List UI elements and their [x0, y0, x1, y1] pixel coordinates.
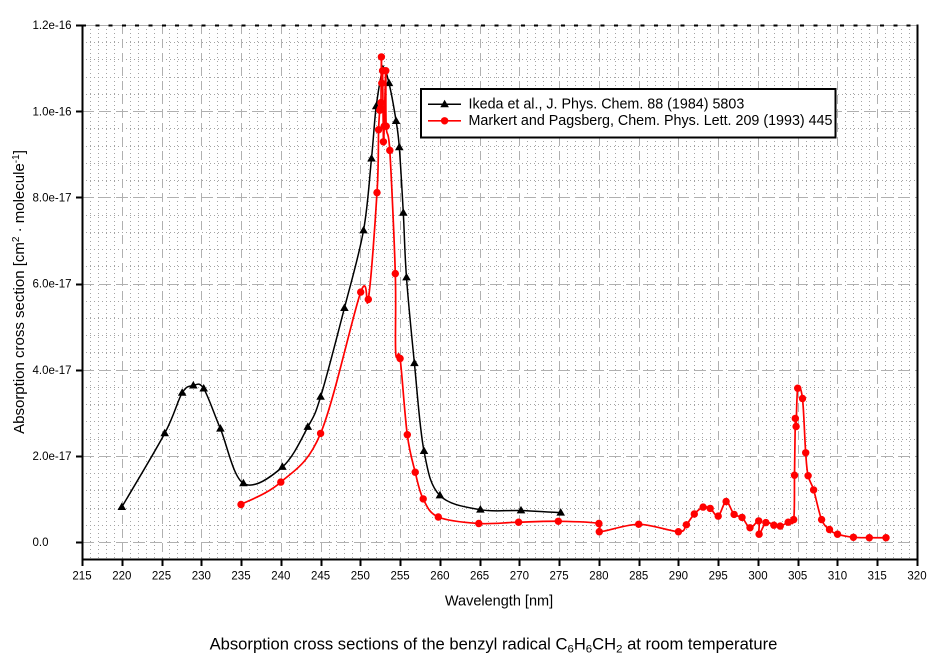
svg-text:315: 315 [868, 571, 887, 583]
svg-text:265: 265 [470, 571, 489, 583]
svg-text:270: 270 [510, 571, 529, 583]
svg-text:8.0e-17: 8.0e-17 [33, 193, 72, 205]
svg-text:Absorption cross section [cm2: Absorption cross section [cm2 · molecule… [11, 150, 28, 434]
svg-text:240: 240 [271, 571, 290, 583]
svg-text:255: 255 [391, 571, 410, 583]
svg-text:1.2e-16: 1.2e-16 [33, 20, 72, 32]
svg-text:260: 260 [430, 571, 449, 583]
svg-text:245: 245 [311, 571, 330, 583]
svg-text:295: 295 [709, 571, 728, 583]
svg-text:4.0e-17: 4.0e-17 [33, 365, 72, 377]
svg-text:225: 225 [152, 571, 171, 583]
svg-text:0.0: 0.0 [33, 537, 49, 549]
svg-text:305: 305 [788, 571, 807, 583]
svg-text:Wavelength [nm]: Wavelength [nm] [445, 594, 553, 610]
svg-text:6.0e-17: 6.0e-17 [33, 279, 72, 291]
svg-text:Ikeda et al., J. Phys. Chem. 8: Ikeda et al., J. Phys. Chem. 88 (1984) 5… [469, 97, 745, 113]
svg-text:1.0e-16: 1.0e-16 [33, 106, 72, 118]
svg-text:300: 300 [748, 571, 767, 583]
svg-text:Markert and Pagsberg, Chem. Ph: Markert and Pagsberg, Chem. Phys. Lett. … [469, 113, 833, 129]
svg-text:280: 280 [589, 571, 608, 583]
svg-text:235: 235 [231, 571, 250, 583]
svg-text:220: 220 [112, 571, 131, 583]
svg-text:230: 230 [192, 571, 211, 583]
svg-text:Absorption cross sections of t: Absorption cross sections of the benzyl … [210, 635, 778, 656]
svg-text:2.0e-17: 2.0e-17 [33, 451, 72, 463]
svg-text:285: 285 [629, 571, 648, 583]
svg-text:320: 320 [907, 571, 926, 583]
svg-text:310: 310 [828, 571, 847, 583]
svg-text:215: 215 [72, 571, 91, 583]
svg-text:275: 275 [550, 571, 569, 583]
svg-text:250: 250 [351, 571, 370, 583]
svg-text:290: 290 [669, 571, 688, 583]
